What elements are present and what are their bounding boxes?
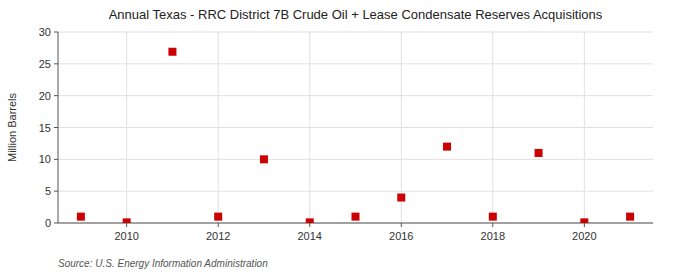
grid-line-y xyxy=(58,127,653,128)
x-tick xyxy=(584,223,585,227)
points xyxy=(77,48,634,223)
x-tick-label: 2018 xyxy=(481,230,505,242)
grid-line-y xyxy=(58,191,653,192)
point xyxy=(489,213,497,221)
point xyxy=(214,213,222,221)
source-annotation: Source: U.S. Energy Information Administ… xyxy=(58,258,268,269)
chart-container: 2010 2012 2014 2016 2018 2020 0 5 10 15 20 25 30 Annu… xyxy=(0,0,675,275)
y-tick-label: 0 xyxy=(45,217,51,229)
grid-line-x xyxy=(584,32,585,223)
grid-line-y xyxy=(58,32,653,33)
point xyxy=(535,149,543,157)
point xyxy=(397,194,405,202)
grid-line-x xyxy=(309,32,310,223)
point xyxy=(77,213,85,221)
y-tick xyxy=(54,95,58,96)
grid-line-y xyxy=(58,223,653,224)
x-tick xyxy=(401,223,402,227)
x-tick-label: 2020 xyxy=(572,230,596,242)
point xyxy=(580,218,588,223)
point xyxy=(352,213,360,221)
x-tick-label: 2016 xyxy=(389,230,413,242)
point xyxy=(443,143,451,151)
y-tick-label: 20 xyxy=(39,90,51,102)
grid-line-y xyxy=(58,95,653,96)
grid-line-x xyxy=(126,32,127,223)
y-tick xyxy=(54,127,58,128)
point xyxy=(168,48,176,56)
point xyxy=(626,213,634,221)
grid xyxy=(58,32,653,223)
point xyxy=(123,218,131,223)
y-tick-label: 10 xyxy=(39,153,51,165)
x-tick-label: 2012 xyxy=(206,230,230,242)
grid-line-x xyxy=(492,32,493,223)
point xyxy=(260,155,268,163)
x-axis-line xyxy=(58,223,653,224)
grid-line-x xyxy=(218,32,219,223)
grid-line-y xyxy=(58,159,653,160)
x-tick-label: 2010 xyxy=(114,230,138,242)
x-tick xyxy=(309,223,310,227)
x-tick xyxy=(126,223,127,227)
x-tick-label: 2014 xyxy=(297,230,321,242)
y-tick-label: 15 xyxy=(39,122,51,134)
x-tick xyxy=(492,223,493,227)
y-tick xyxy=(54,63,58,64)
grid-line-y xyxy=(58,63,653,64)
y-tick-label: 5 xyxy=(45,185,51,197)
chart-svg: 2010 2012 2014 2016 2018 2020 0 5 10 15 20 25 30 Annu… xyxy=(0,0,675,275)
y-axis-label: Million Barrels xyxy=(6,92,18,162)
point xyxy=(306,218,314,223)
y-tick xyxy=(54,159,58,160)
y-tick-label: 30 xyxy=(39,26,51,38)
y-tick-label: 25 xyxy=(39,58,51,70)
title: Annual Texas - RRC District 7B Crude Oil… xyxy=(109,7,603,22)
ticks: 2010 2012 2014 2016 2018 2020 0 5 10 15 20 25 30 xyxy=(39,26,597,242)
x-tick xyxy=(218,223,219,227)
y-tick xyxy=(54,191,58,192)
y-tick xyxy=(54,32,58,33)
y-tick xyxy=(54,223,58,224)
